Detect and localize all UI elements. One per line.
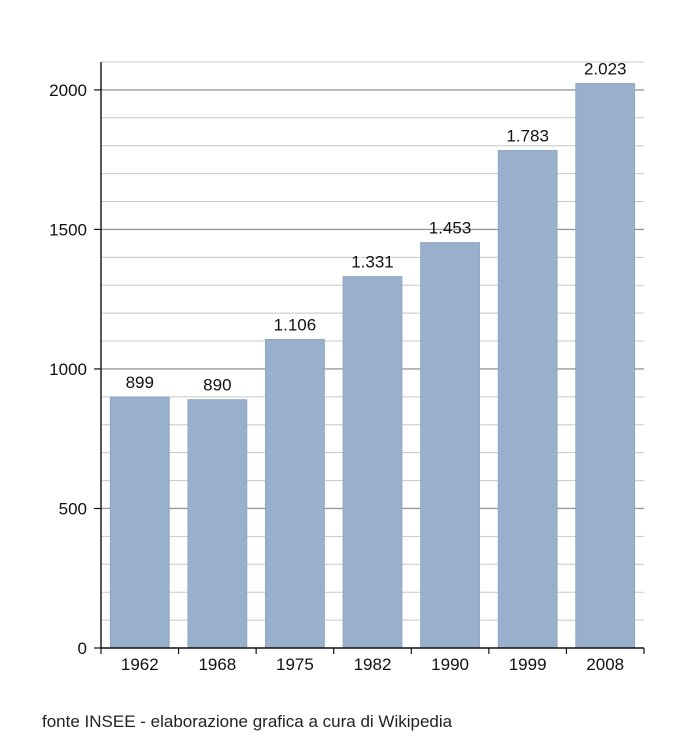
y-tick-label-500: 500 (59, 499, 87, 518)
bar-1990 (420, 242, 480, 649)
bar-1975 (265, 338, 325, 649)
data-label-1962: 899 (126, 373, 154, 392)
x-tick-label-1999: 1999 (509, 655, 547, 674)
data-label-1975: 1.106 (274, 315, 317, 334)
x-tick-label-1962: 1962 (121, 655, 159, 674)
data-label-1982: 1.331 (351, 253, 394, 272)
bar-1968 (187, 399, 248, 649)
y-tick-label-1000: 1000 (49, 360, 87, 379)
x-tick-label-1975: 1975 (276, 655, 314, 674)
y-tick-label-0: 0 (78, 639, 87, 658)
x-tick-label-1982: 1982 (354, 655, 392, 674)
data-label-1999: 1.783 (506, 126, 549, 145)
data-label-2008: 2.023 (584, 59, 627, 78)
axes (94, 62, 645, 654)
bar-1999 (497, 150, 558, 649)
y-tick-label-2000: 2000 (49, 81, 87, 100)
bar-1982 (342, 276, 403, 649)
data-label-1968: 890 (203, 376, 231, 395)
labels: 899 1962 890 1968 1.106 1975 1.331 1982 1.453 199… (49, 59, 626, 674)
x-tick-label-1990: 1990 (431, 655, 469, 674)
data-label-1990: 1.453 (429, 219, 472, 238)
bar-1962 (109, 396, 170, 649)
x-tick-label-2008: 2008 (586, 655, 624, 674)
source-note: fonte INSEE - elaborazione grafica a cur… (42, 712, 453, 731)
y-tick-label-1500: 1500 (49, 220, 87, 239)
bar-2008 (575, 83, 636, 649)
x-tick-label-1968: 1968 (198, 655, 236, 674)
bars (109, 83, 636, 649)
